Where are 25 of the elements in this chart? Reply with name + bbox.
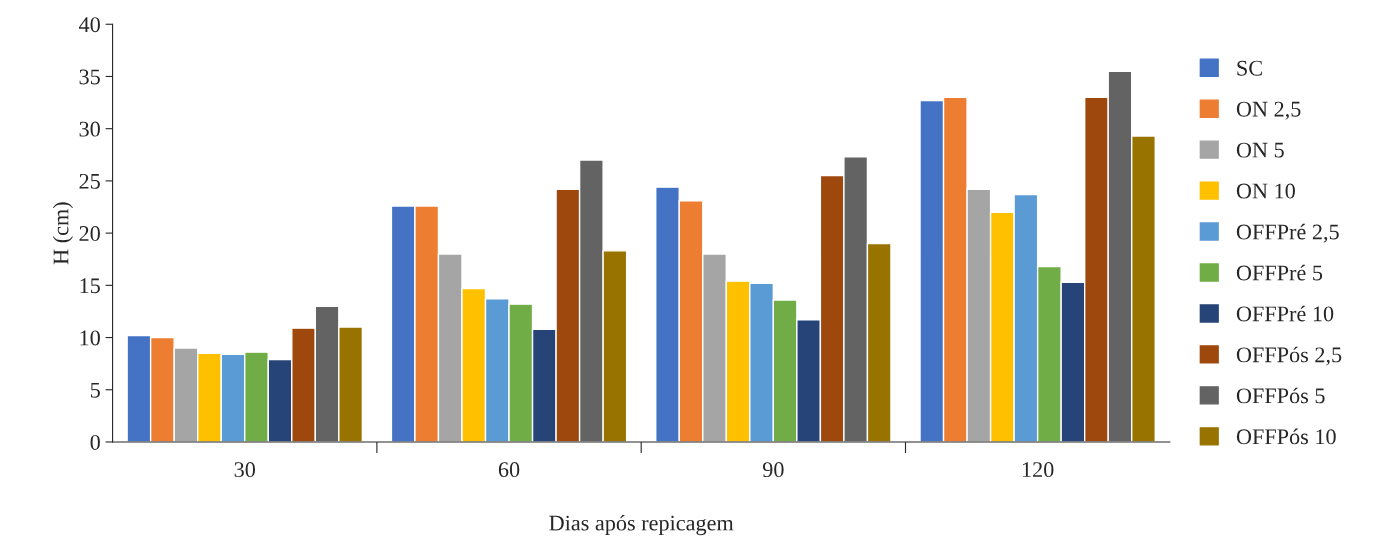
legend-label: OFFPós 2,5 [1236, 346, 1342, 366]
legend-label: SC [1237, 60, 1262, 76]
y-tick-label: 20 [79, 226, 100, 242]
x-axis-title: Dias após repicagem [549, 514, 734, 536]
legend-label: ON 2,5 [1236, 101, 1301, 120]
legend-label: ON 5 [1236, 142, 1284, 158]
legend-label: OFFPós 10 [1236, 428, 1336, 445]
y-tick-label: 40 [78, 17, 100, 33]
x-tick-label: 30 [234, 462, 255, 478]
y-tick-label: 25 [79, 173, 100, 189]
legend-label: ON 10 [1236, 183, 1295, 199]
legend-label: OFFPré 2,5 [1236, 223, 1339, 243]
y-tick-label: 15 [80, 278, 100, 294]
y-tick-label: 5 [90, 382, 100, 398]
x-tick-label: 60 [498, 462, 520, 478]
legend-label: OFFPós 5 [1236, 387, 1325, 404]
legend-label: OFFPré 10 [1236, 305, 1334, 322]
legend-label: OFFPré 5 [1236, 264, 1323, 281]
y-tick-label: 10 [80, 330, 100, 346]
x-tick-label: 120 [1022, 462, 1054, 478]
y-tick-label: 35 [79, 69, 100, 85]
y-tick-label: 30 [79, 121, 100, 137]
y-tick-label: 0 [90, 434, 100, 450]
x-tick-label: 90 [762, 462, 784, 478]
y-axis-title: H (cm) [52, 202, 73, 265]
